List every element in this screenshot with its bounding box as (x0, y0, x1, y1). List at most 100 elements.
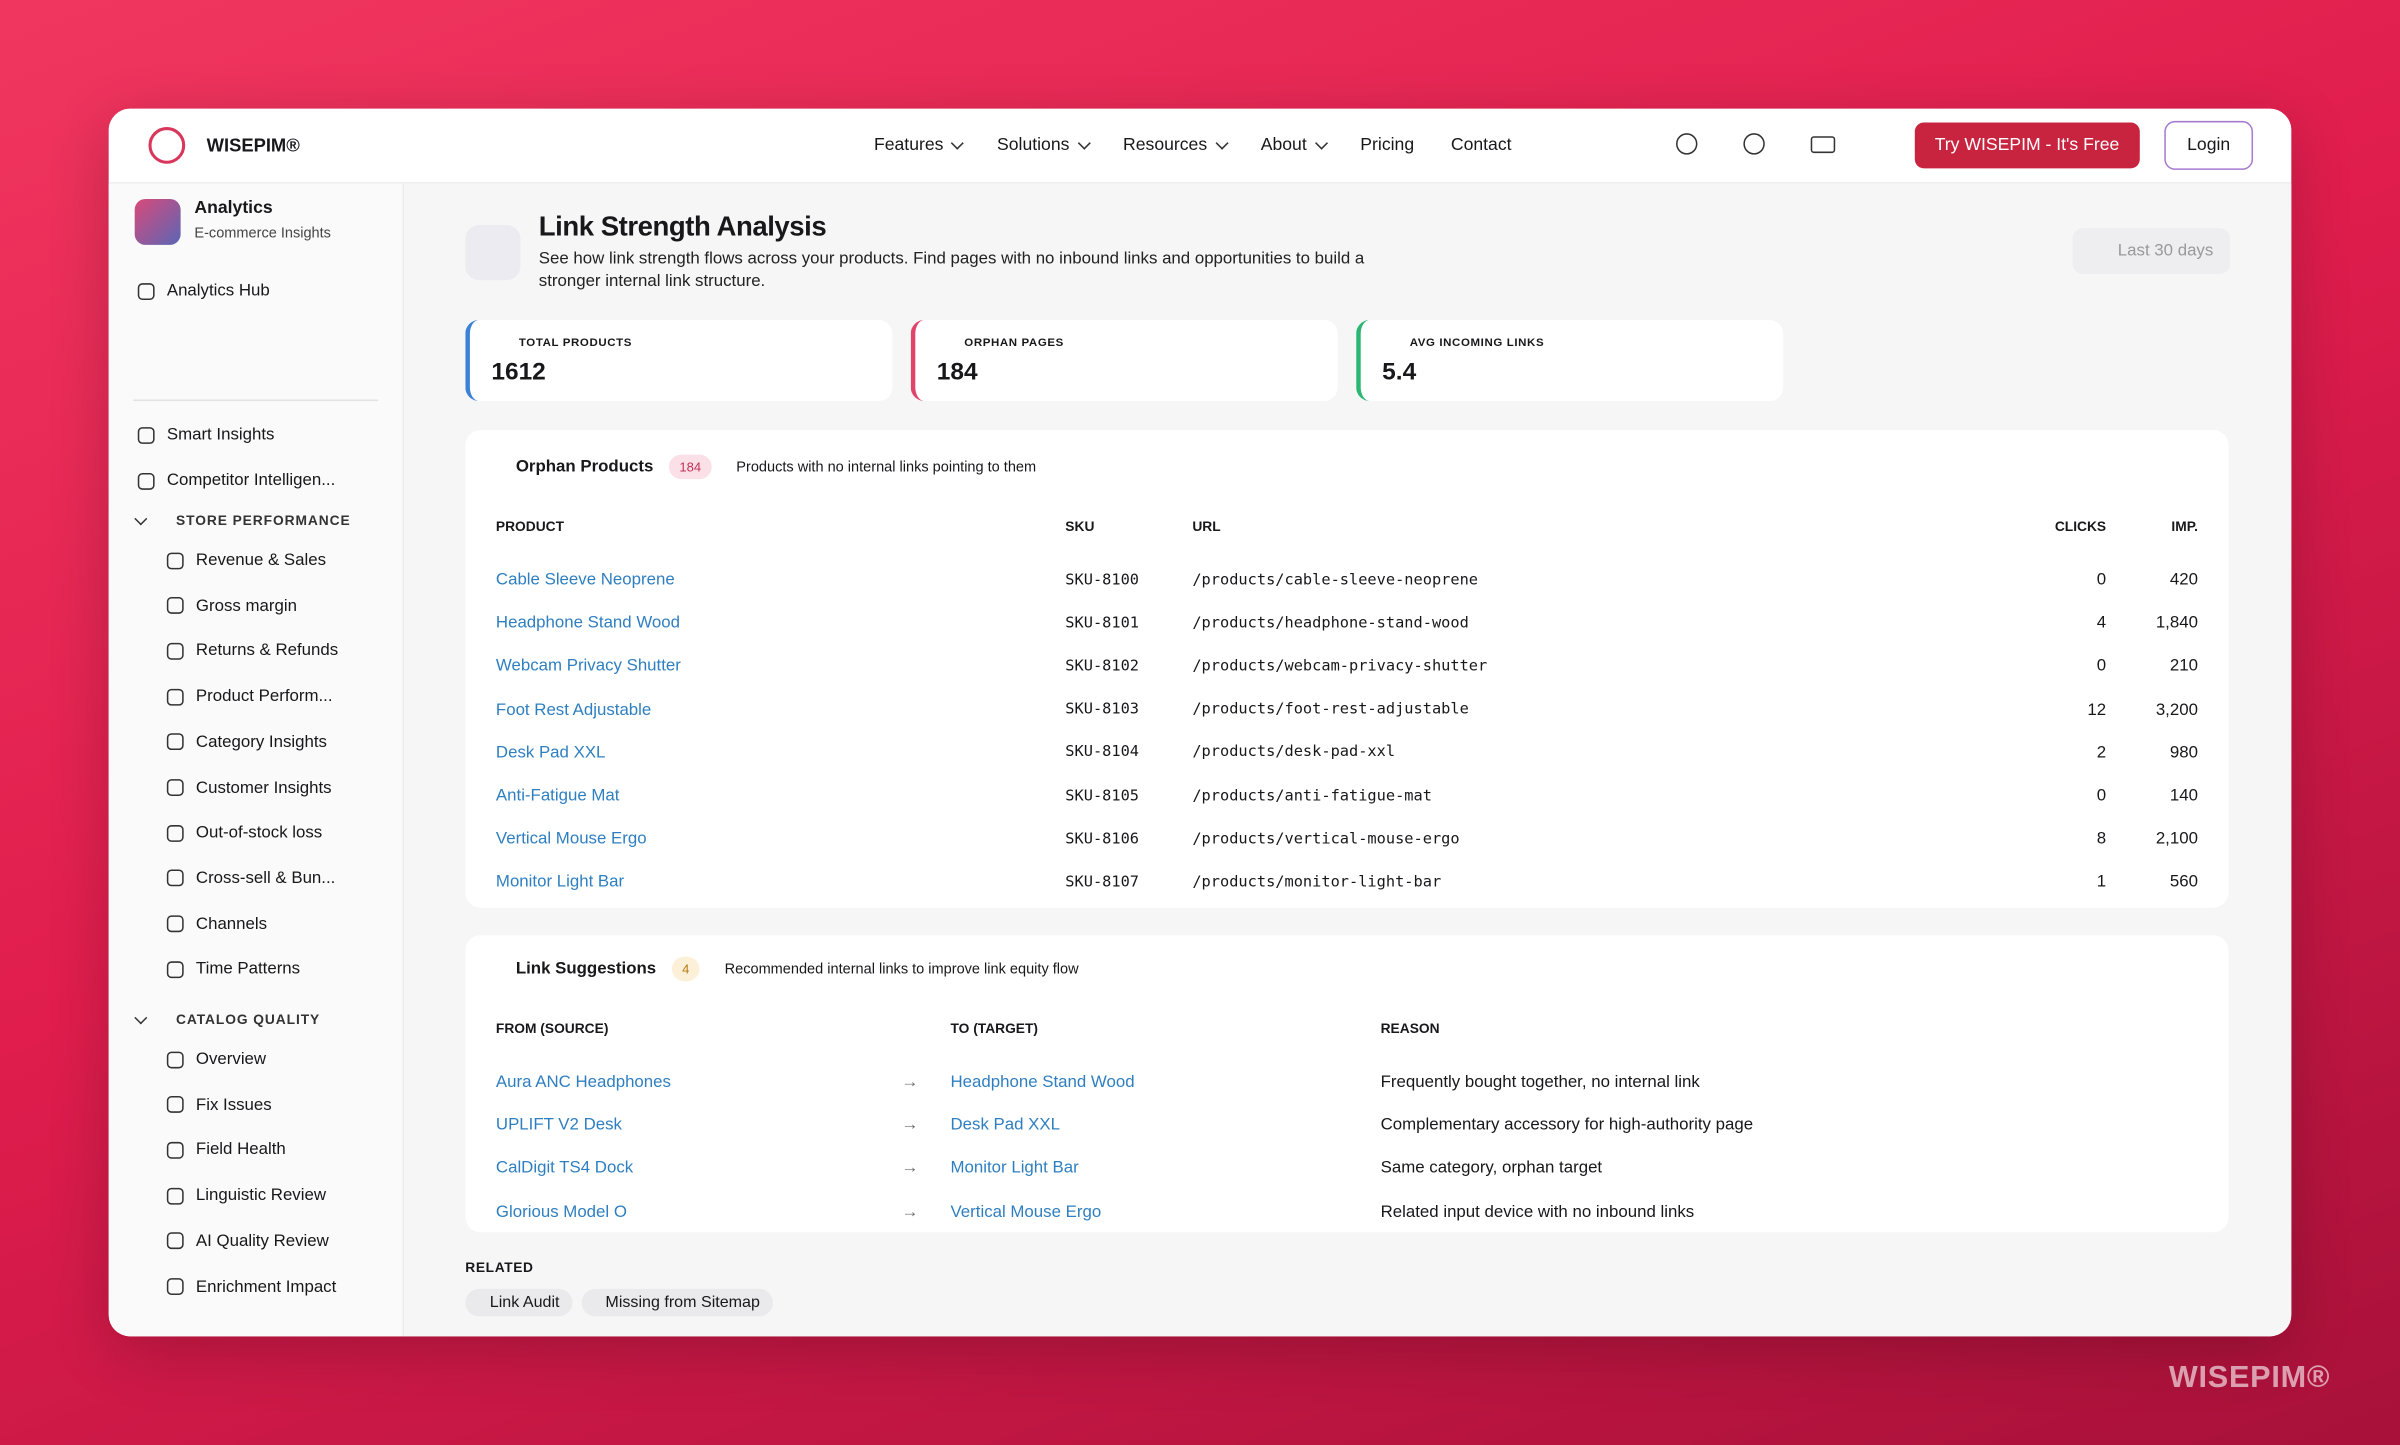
related-links: Link Audit Missing from Sitemap (465, 1288, 773, 1317)
product-link[interactable]: Cable Sleeve Neoprene (495, 571, 675, 590)
app-title: Analytics (194, 198, 273, 218)
arrow: → (901, 1116, 919, 1135)
product-link[interactable]: Headphone Stand Wood (495, 614, 681, 633)
sku: SKU-8102 (1065, 658, 1140, 675)
impressions: 210 (2169, 657, 2198, 676)
sidebar-item[interactable]: Customer Insights (166, 774, 332, 802)
item-icon (166, 733, 184, 751)
item-label: Time Patterns (195, 960, 301, 979)
sidebar-item[interactable]: Revenue & Sales (166, 546, 326, 574)
nav-link[interactable]: Features (873, 136, 965, 155)
target-link[interactable]: Vertical Mouse Ergo (950, 1202, 1102, 1221)
item-icon (166, 779, 184, 796)
top-nav: WISEPIM® Features Solutions Resources About… (108, 109, 2292, 184)
panel-header: Orphan Products 184 Products with no inter… (496, 433, 2198, 500)
sidebar-item[interactable]: Gross margin (166, 592, 297, 620)
product-link[interactable]: Monitor Light Bar (495, 873, 625, 892)
product-link[interactable]: Webcam Privacy Shutter (495, 657, 681, 676)
nav-link[interactable]: About (1261, 136, 1328, 155)
url[interactable]: /products/anti-fatigue-mat (1192, 787, 1432, 805)
nav-link-label: Features (873, 136, 944, 155)
nav-link[interactable]: Resources (1123, 136, 1229, 155)
sidebar-item[interactable]: Competitor Intelligen... (137, 467, 335, 495)
sidebar-item[interactable]: Category Insights (166, 728, 327, 756)
source-link[interactable]: Glorious Model O (495, 1202, 627, 1221)
item-icon (166, 551, 184, 569)
impressions: 420 (2169, 571, 2198, 590)
sidebar-item[interactable]: Cross-sell & Bun... (166, 865, 335, 893)
stat-value: 1612 (491, 359, 546, 386)
item-icon (166, 915, 184, 933)
sku: SKU-8107 (1065, 873, 1140, 891)
table-header: PRODUCT SKU URL CLICKS IMP. (496, 501, 2198, 553)
section-title[interactable]: STORE PERFORMANCE (176, 512, 351, 529)
sidebar-item[interactable]: Out-of-stock loss (166, 819, 322, 847)
language-icon[interactable] (1810, 136, 1836, 154)
sidebar-item[interactable]: Fix Issues (166, 1091, 272, 1119)
table-row: Monitor Light Bar SKU-8107/products/monit… (496, 861, 2198, 904)
url[interactable]: /products/monitor-light-bar (1192, 873, 1442, 891)
item-label: Enrichment Impact (195, 1277, 337, 1296)
product-link[interactable]: Foot Rest Adjustable (495, 700, 652, 719)
sku: SKU-8101 (1065, 615, 1140, 632)
cta-button[interactable]: Try WISEPIM - It's Free (1914, 122, 2140, 169)
stat-label: TOTAL PRODUCTS (518, 335, 633, 350)
source-link[interactable]: CalDigit TS4 Dock (495, 1159, 634, 1178)
section-title[interactable]: CATALOG QUALITY (176, 1011, 321, 1028)
product-link[interactable]: Vertical Mouse Ergo (495, 829, 647, 849)
related-chip[interactable]: Missing from Sitemap (580, 1288, 773, 1317)
date-range[interactable]: Last 30 days (2071, 228, 2231, 274)
impressions: 140 (2169, 786, 2198, 806)
main-content: Link Strength Analysis See how link stre… (404, 183, 2292, 1337)
sidebar-item[interactable]: Linguistic Review (166, 1182, 326, 1210)
item-label: Product Perform... (195, 687, 333, 706)
sidebar-item[interactable]: AI Quality Review (166, 1227, 329, 1255)
nav-link[interactable]: Contact (1451, 136, 1512, 154)
source-link[interactable]: Aura ANC Headphones (495, 1073, 671, 1092)
nav-link[interactable]: Pricing (1360, 136, 1414, 154)
url[interactable]: /products/webcam-privacy-shutter (1192, 658, 1488, 675)
clicks: 0 (2096, 657, 2107, 676)
related-chip[interactable]: Link Audit (465, 1288, 572, 1317)
nav-link-label: Solutions (997, 136, 1070, 155)
sidebar-item[interactable]: Time Patterns (166, 956, 301, 984)
url[interactable]: /products/desk-pad-xxl (1192, 744, 1396, 762)
product-link[interactable]: Anti-Fatigue Mat (495, 786, 620, 806)
theme-icon[interactable] (1743, 133, 1765, 155)
sidebar-item[interactable]: Field Health (166, 1136, 286, 1164)
clicks: 8 (2096, 829, 2107, 849)
stat-card: TOTAL PRODUCTS 1612 (465, 319, 893, 402)
item-label: Returns & Refunds (195, 641, 339, 661)
sidebar-item[interactable]: Overview (166, 1045, 266, 1073)
url[interactable]: /products/foot-rest-adjustable (1192, 701, 1469, 719)
sidebar-item[interactable]: Product Perform... (166, 683, 333, 711)
brand[interactable]: WISEPIM® (148, 127, 300, 164)
nav-link[interactable]: Solutions (997, 136, 1091, 155)
sidebar-item[interactable]: Channels (166, 910, 267, 938)
item-label: Linguistic Review (195, 1186, 326, 1205)
product-link[interactable]: Desk Pad XXL (495, 743, 606, 763)
url[interactable]: /products/cable-sleeve-neoprene (1192, 571, 1479, 589)
target-link[interactable]: Monitor Light Bar (950, 1159, 1079, 1178)
reason: Related input device with no inbound lin… (1380, 1202, 1695, 1221)
nav-link-label: Resources (1123, 136, 1208, 155)
impressions: 560 (2169, 873, 2198, 892)
sidebar-item[interactable]: Returns & Refunds (166, 637, 339, 665)
url[interactable]: /products/headphone-stand-wood (1192, 615, 1469, 632)
watermark: WISEPIM® (2168, 1360, 2331, 1395)
source-link[interactable]: UPLIFT V2 Desk (495, 1116, 622, 1135)
sidebar-item[interactable]: Smart Insights (137, 421, 274, 449)
sidebar-item[interactable]: Analytics Hub (137, 277, 270, 305)
item-icon (166, 597, 184, 615)
column-header: REASON (1380, 1020, 1440, 1037)
panel-description: Recommended internal links to improve li… (724, 960, 1079, 978)
target-link[interactable]: Desk Pad XXL (950, 1116, 1061, 1135)
url[interactable]: /products/vertical-mouse-ergo (1192, 830, 1460, 848)
reason: Complementary accessory for high-authori… (1380, 1116, 1754, 1135)
clicks: 4 (2096, 614, 2107, 633)
sidebar-item[interactable]: Enrichment Impact (166, 1273, 337, 1301)
target-link[interactable]: Headphone Stand Wood (950, 1073, 1135, 1092)
login-button[interactable]: Login (2164, 120, 2254, 170)
search-icon[interactable] (1676, 133, 1698, 155)
